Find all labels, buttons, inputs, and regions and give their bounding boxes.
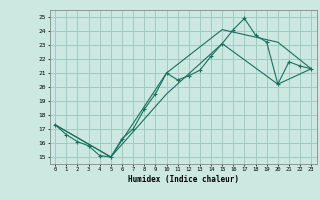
X-axis label: Humidex (Indice chaleur): Humidex (Indice chaleur)	[128, 175, 239, 184]
